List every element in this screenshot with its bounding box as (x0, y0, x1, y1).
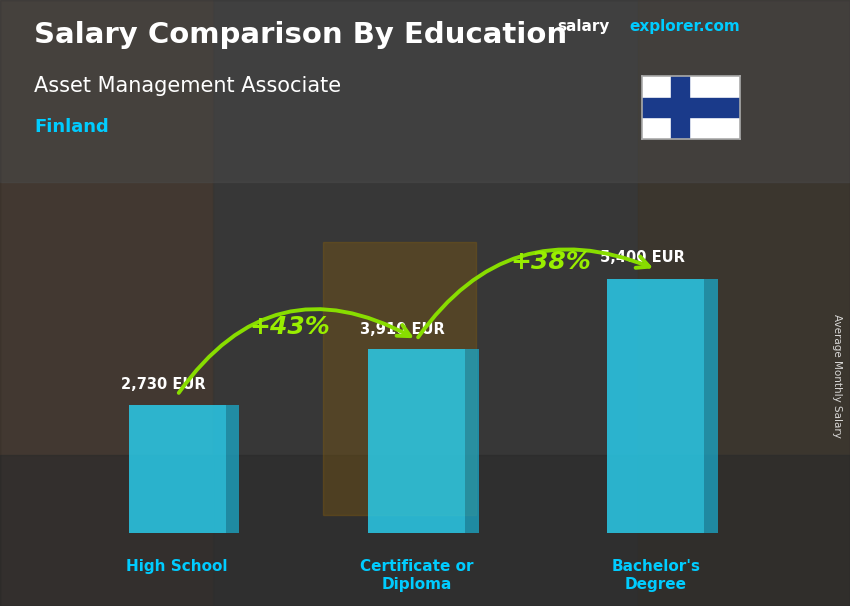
Polygon shape (705, 279, 718, 533)
Text: +38%: +38% (511, 250, 592, 273)
Text: salary: salary (557, 19, 609, 35)
Bar (212, 0, 638, 606)
Bar (607, 279, 705, 533)
Bar (672, 76, 688, 139)
Text: High School: High School (127, 559, 228, 574)
Bar (0, 0, 212, 606)
Text: Finland: Finland (34, 118, 109, 136)
Bar (0, 0, 850, 182)
Text: 3,910 EUR: 3,910 EUR (360, 322, 445, 337)
Bar (642, 98, 740, 117)
Bar (0, 454, 850, 606)
Bar (128, 405, 226, 533)
Bar (323, 242, 476, 515)
Text: explorer.com: explorer.com (629, 19, 740, 35)
Text: Average Monthly Salary: Average Monthly Salary (832, 314, 842, 438)
Text: Asset Management Associate: Asset Management Associate (34, 76, 341, 96)
Text: +43%: +43% (249, 315, 330, 339)
Polygon shape (226, 405, 239, 533)
Text: 5,400 EUR: 5,400 EUR (600, 250, 684, 265)
Text: Salary Comparison By Education: Salary Comparison By Education (34, 21, 567, 49)
Text: 2,730 EUR: 2,730 EUR (121, 378, 206, 392)
Polygon shape (465, 349, 479, 533)
Text: Certificate or
Diploma: Certificate or Diploma (360, 559, 473, 591)
Text: Bachelor's
Degree: Bachelor's Degree (611, 559, 700, 591)
Bar (638, 0, 850, 606)
Bar (368, 349, 465, 533)
